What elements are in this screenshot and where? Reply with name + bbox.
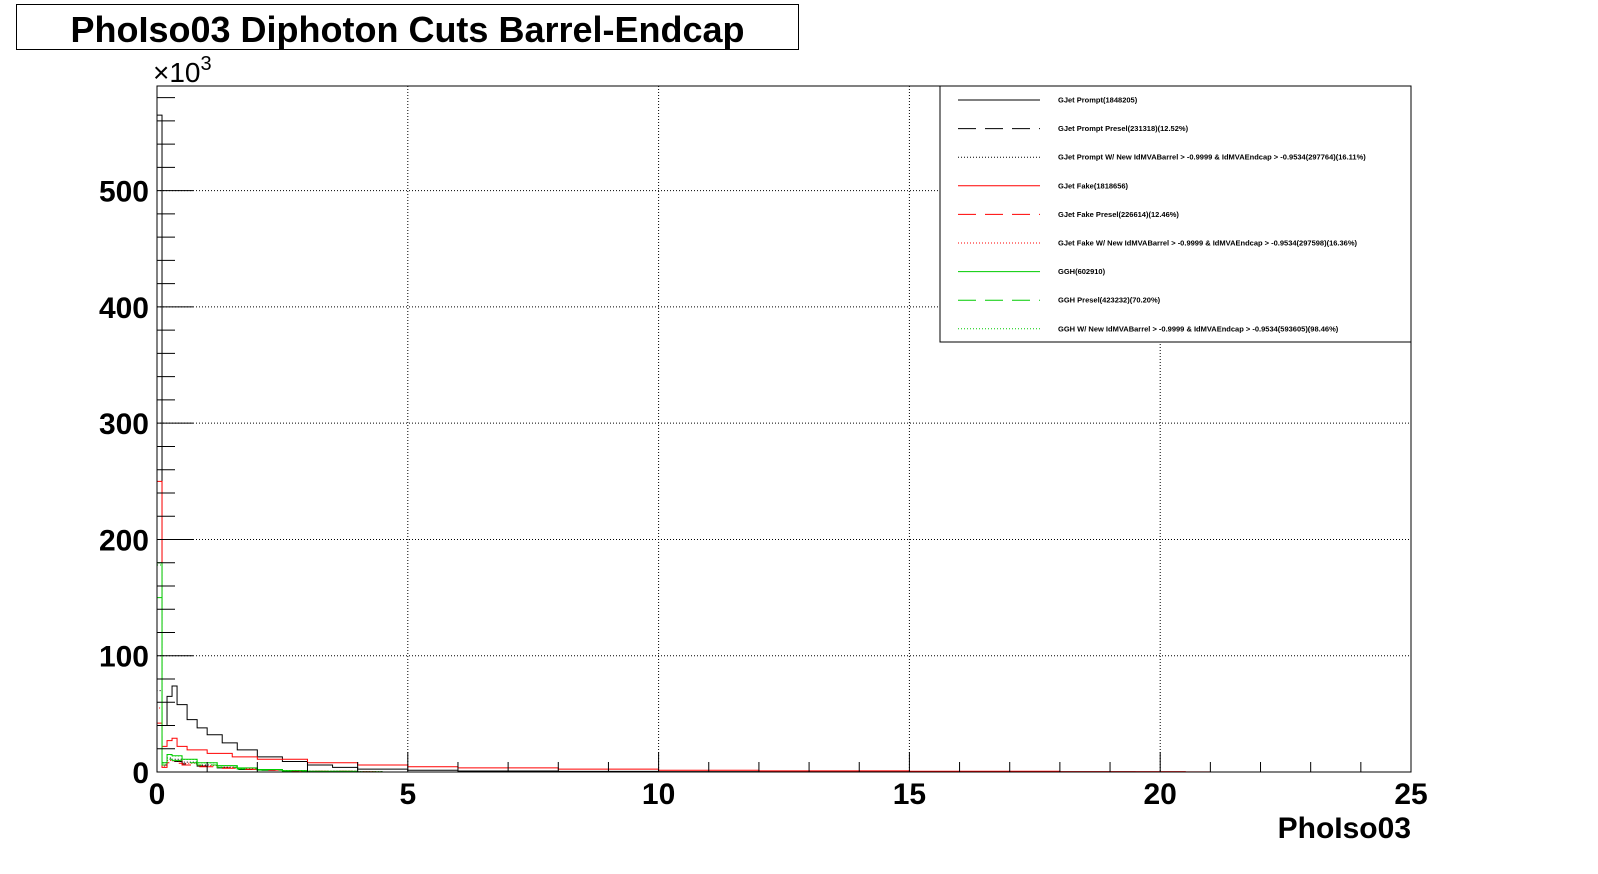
series-line-4 [156, 480, 1211, 773]
x-tick-label: 20 [1144, 778, 1177, 811]
y-tick-label: 0 [132, 757, 149, 790]
series-line-5 [156, 722, 383, 773]
legend-entry-label: GJet Prompt(1848205) [1058, 96, 1138, 105]
legend-entry-label: GJet Fake W/ New IdMVABarrel > -0.9999 &… [1058, 239, 1358, 248]
series-line-8 [156, 597, 383, 773]
chart-title: PhoIso03 Diphoton Cuts Barrel-Endcap [70, 9, 745, 50]
x-axis-title: PhoIso03 [1278, 812, 1411, 845]
plot-frame [156, 85, 1412, 773]
legend-entry-label: GJet Prompt W/ New IdMVABarrel > -0.9999… [1058, 153, 1366, 162]
legend: GJet Prompt(1848205) GJet Prompt Presel(2… [939, 85, 1412, 343]
axis-labels: 0 5 10 15 20 25 0 100 200 300 400 500 [99, 176, 1428, 811]
legend-entry-label: GGH W/ New IdMVABarrel > -0.9999 & IdMVA… [1058, 324, 1339, 333]
x-tick-label: 15 [893, 778, 926, 811]
y-tick-label: 200 [99, 524, 149, 557]
chart-title-box: PhoIso03 Diphoton Cuts Barrel-Endcap [16, 4, 799, 50]
y-tick-label: 100 [99, 641, 149, 674]
x-tick-label: 10 [642, 778, 675, 811]
series-line-7 [156, 562, 383, 773]
y-tick-label: 400 [99, 292, 149, 325]
series-line-3 [156, 690, 383, 773]
legend-entry-label: GGH(602910) [1058, 267, 1106, 276]
legend-entry-label: GJet Fake Presel(226614)(12.46%) [1058, 210, 1179, 219]
x-tick-label: 5 [399, 778, 416, 811]
legend-entry-label: GJet Fake(1818656) [1058, 181, 1129, 190]
x-tick-label: 0 [149, 778, 166, 811]
y-tick-label: 500 [99, 176, 149, 209]
y-axis-exponent: ×103 [153, 53, 212, 88]
y-tick-label: 300 [99, 408, 149, 441]
y-axis-exponent-power: 3 [201, 53, 212, 75]
axis-ticks [156, 97, 1412, 773]
legend-entry-label: GJet Prompt Presel(231318)(12.52%) [1058, 124, 1189, 133]
series-line-9 [156, 564, 383, 773]
x-tick-label: 25 [1394, 778, 1427, 811]
y-axis-exponent-base: ×10 [153, 57, 201, 88]
legend-entry-label: GGH Presel(423232)(70.20%) [1058, 296, 1161, 305]
